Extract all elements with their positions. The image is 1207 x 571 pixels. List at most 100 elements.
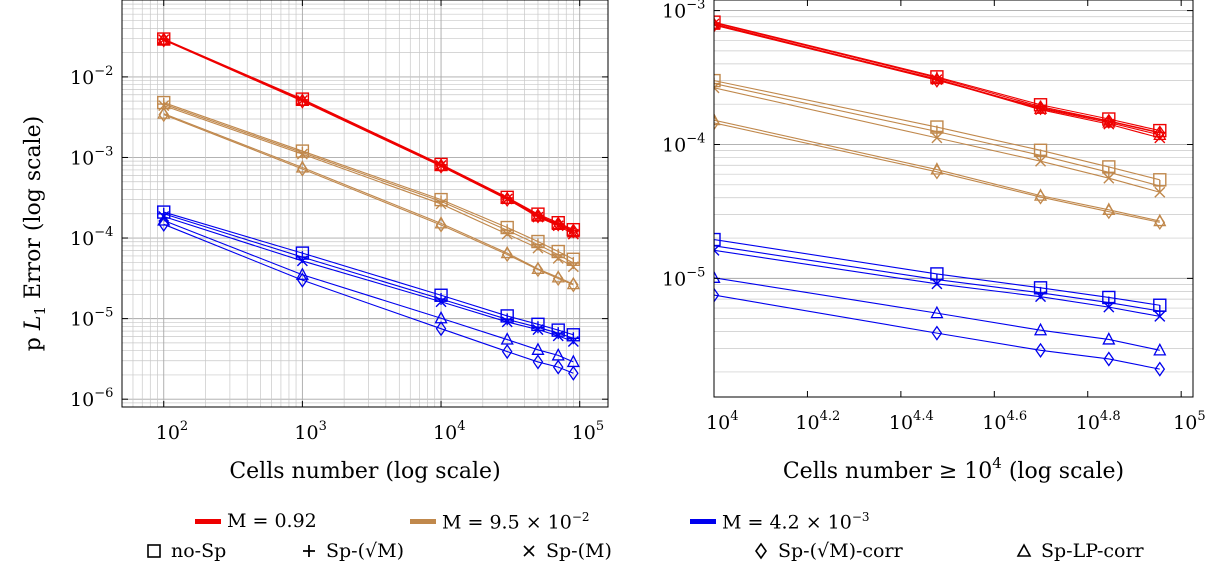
data-point-diamond [568,365,579,381]
y-tick-label: 10−3 [662,0,705,23]
data-point-triangle [157,106,171,119]
y-tick-label: 10−5 [70,306,113,331]
legend-color-label: M = 4.2 × 10−3 [722,510,870,534]
data-point-plus [296,146,309,159]
data-point-diamond [1154,361,1166,377]
plus-marker-icon [303,545,315,557]
data-point-square [714,15,721,29]
data-point-cross [714,82,720,94]
data-point-cross [552,330,564,342]
legend: M = 0.92 M = 9.5 × 10−2 M = 4.2 × 10−3 n… [0,510,1207,571]
data-point-diamond [568,223,579,239]
y-tick-label: 10−2 [70,64,113,89]
data-point-triangle [930,305,944,319]
y-tick-label: 10−4 [662,131,705,156]
legend-color-entry-m3: M = 4.2 × 10−3 [690,510,870,533]
legend-markers-row: no-Sp Sp-(√M) Sp-(M) Sp-(√M)-corr Sp-LP-… [0,537,1207,565]
data-point-triangle [500,245,514,259]
x-tick-label: 105 [572,419,604,444]
data-point-triangle [531,261,545,274]
tick-exponent: 4 [457,419,465,434]
data-point-triangle [930,71,944,85]
data-point-cross [931,278,943,290]
data-point-diamond [931,325,943,341]
data-point-triangle [1102,115,1116,128]
data-point-diamond [1103,113,1115,129]
data-point-triangle [714,17,721,30]
axes-frame [121,0,609,408]
x-axis-label: Cells number ≥ 104 (log scale) [783,454,1124,484]
tick-base: 10 [70,147,94,169]
tick-base: 10 [982,412,1006,434]
data-point-cross [1103,172,1115,184]
legend-swatch [410,519,436,525]
x-axis-label: Cells number (log scale) [229,459,500,484]
series-line [714,119,1160,222]
series-line [714,277,1160,351]
data-point-diamond [532,354,544,370]
x-tick-label: 105 [1173,409,1205,434]
x-tick-label: 104 [706,409,738,434]
tick-exponent: −3 [686,0,705,13]
data-point-cross [296,148,308,160]
tick-base: 10 [156,422,180,444]
tick-base: 10 [294,422,318,444]
data-point-triangle [295,267,309,280]
data-point-triangle [1033,322,1048,336]
y-axis: 10−5 10−4 10−3 [662,0,1193,290]
data-point-diamond [714,17,720,33]
data-point-triangle [551,347,565,361]
diamond-marker-icon [755,542,767,560]
data-point-plus [714,16,720,29]
data-point-cross [714,244,720,256]
x-tick-label: 104.2 [795,409,840,434]
y-axis-label-part: Error (log scale) [21,116,46,306]
grid [714,10,1193,373]
tick-base: 10 [433,422,457,444]
y-axis: 10−610−510−410−310−2 [70,64,608,411]
y-axis-label-part: L [21,316,46,332]
data-point-plus [435,293,448,306]
data-point-triangle [566,354,580,368]
data-point-triangle [434,215,448,229]
tick-exponent: −2 [94,64,113,79]
data-point-triangle [566,276,580,290]
legend-color-entry-m2: M = 9.5 × 10−2 [410,510,590,533]
series-line [714,87,1160,193]
square-marker-icon [147,544,161,558]
tick-base: 10 [889,412,913,434]
series-line [714,294,1160,370]
data-point-plus [531,321,544,334]
x-tick-label: 104.6 [982,409,1027,434]
legend-marker-label: Sp-(M) [546,540,612,562]
data-point-cross [435,296,447,308]
data-point-diamond [714,287,720,303]
y-tick-label: 10−4 [70,225,113,250]
data-point-diamond [158,32,170,48]
data-point-diamond [435,321,447,337]
data-point-cross [567,261,579,273]
tick-exponent: −4 [94,225,113,240]
legend-swatch [195,518,221,524]
data-point-triangle [434,158,448,172]
data-point-triangle [714,270,721,283]
x-tick-label: 103 [294,419,326,444]
tick-exponent: −4 [686,131,705,146]
data-point-triangle [500,332,514,345]
data-point-triangle [551,217,565,230]
tick-exponent: 4.6 [1006,409,1027,424]
data-point-triangle [714,112,721,126]
data-point-plus [552,327,565,340]
tick-exponent: −3 [94,144,113,159]
tick-base: 10 [70,309,94,331]
legend-marker-entry: no-Sp [145,540,226,562]
x-tick-label: 104.8 [1076,409,1121,434]
y-tick-label: 10−5 [662,265,705,290]
axes-frame [713,0,1194,398]
x-tick-label: 104 [433,419,465,444]
y-tick-label: 10−3 [70,144,113,169]
data-point-cross [1154,186,1166,198]
legend-marker-label: Sp-(√M)-corr [778,540,903,562]
data-point-square [714,73,721,88]
data-point-triangle [434,310,448,324]
